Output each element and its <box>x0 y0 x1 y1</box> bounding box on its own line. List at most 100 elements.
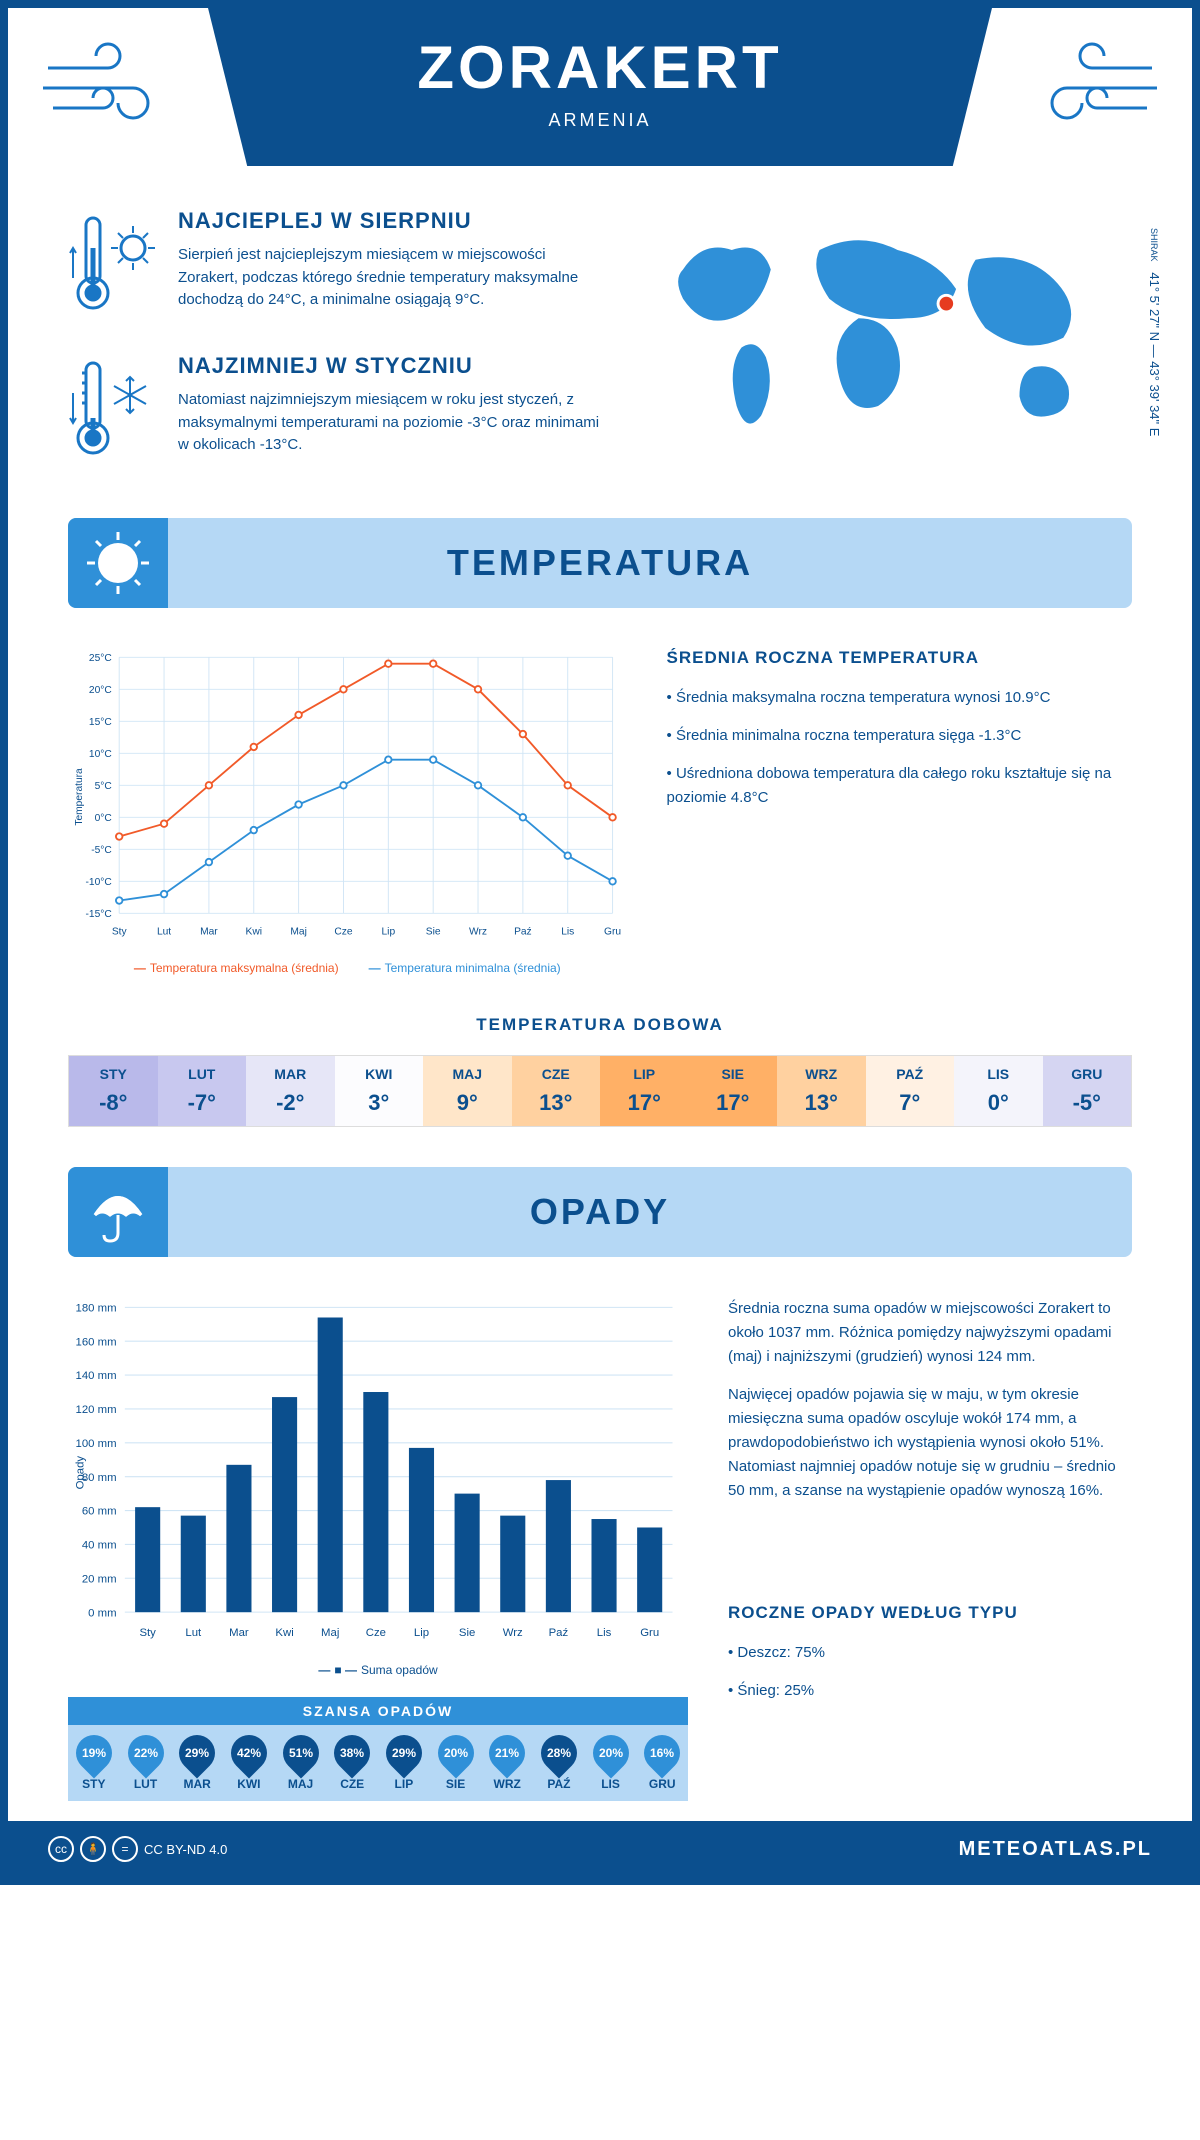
chance-cell: 16%GRU <box>636 1725 688 1801</box>
temperature-title: TEMPERATURA <box>168 542 1132 584</box>
daily-temp-cell: CZE13° <box>512 1056 601 1126</box>
wind-icon <box>992 8 1192 173</box>
daily-temp-cell: SIE17° <box>689 1056 778 1126</box>
svg-text:Lip: Lip <box>414 1627 429 1639</box>
daily-temp-cell: LIS0° <box>954 1056 1043 1126</box>
city-title: ZORAKERT <box>228 33 972 102</box>
svg-text:0 mm: 0 mm <box>88 1607 116 1619</box>
svg-text:Sie: Sie <box>426 927 441 938</box>
thermometer-hot-icon <box>68 208 158 323</box>
svg-text:Maj: Maj <box>290 927 306 938</box>
precip-type-1: • Deszcz: 75% <box>728 1641 1132 1665</box>
chance-cell: 20%LIS <box>585 1725 637 1801</box>
license-text: CC BY-ND 4.0 <box>144 1842 227 1857</box>
precip-section-header: OPADY <box>68 1167 1132 1257</box>
svg-text:25°C: 25°C <box>89 653 112 664</box>
chance-cell: 38%CZE <box>326 1725 378 1801</box>
svg-text:Paź: Paź <box>549 1627 569 1639</box>
coldest-text: Natomiast najzimniejszym miesiącem w rok… <box>178 389 604 457</box>
cc-icon: cc <box>48 1836 74 1862</box>
license-block: cc 🧍 = CC BY-ND 4.0 <box>48 1836 227 1862</box>
svg-text:Gru: Gru <box>640 1627 659 1639</box>
chance-table: 19%STY22%LUT29%MAR42%KWI51%MAJ38%CZE29%L… <box>68 1725 688 1801</box>
daily-temp-cell: PAŹ7° <box>866 1056 955 1126</box>
svg-text:0°C: 0°C <box>95 813 112 824</box>
chance-cell: 20%SIE <box>430 1725 482 1801</box>
precip-chart-legend: ■ Suma opadów <box>68 1663 688 1677</box>
chance-title: SZANSA OPADÓW <box>68 1697 688 1725</box>
svg-text:Opady: Opady <box>75 1456 87 1490</box>
site-name: METEOATLAS.PL <box>959 1838 1152 1861</box>
svg-text:Gru: Gru <box>604 927 621 938</box>
avg-temp-1: • Średnia maksymalna roczna temperatura … <box>667 686 1132 710</box>
svg-text:20°C: 20°C <box>89 685 112 696</box>
svg-text:Paź: Paź <box>514 927 532 938</box>
svg-text:Cze: Cze <box>366 1627 386 1639</box>
chance-cell: 22%LUT <box>120 1725 172 1801</box>
daily-temp-cell: MAJ9° <box>423 1056 512 1126</box>
chance-cell: 29%MAR <box>171 1725 223 1801</box>
thermometer-cold-icon <box>68 353 158 468</box>
svg-text:Mar: Mar <box>229 1627 249 1639</box>
precip-bar-chart: 0 mm20 mm40 mm60 mm80 mm100 mm120 mm140 … <box>68 1297 688 1648</box>
daily-temp-cell: STY-8° <box>69 1056 158 1126</box>
svg-text:40 mm: 40 mm <box>82 1539 117 1551</box>
svg-text:Lip: Lip <box>381 927 395 938</box>
umbrella-icon <box>68 1167 168 1257</box>
chance-cell: 19%STY <box>68 1725 120 1801</box>
svg-text:Kwi: Kwi <box>246 927 262 938</box>
chance-cell: 29%LIP <box>378 1725 430 1801</box>
svg-text:Lut: Lut <box>157 927 171 938</box>
svg-text:Sty: Sty <box>112 927 128 938</box>
daily-temp-cell: LIP17° <box>600 1056 689 1126</box>
svg-text:Sty: Sty <box>139 1627 156 1639</box>
precip-type-heading: ROCZNE OPADY WEDŁUG TYPU <box>728 1603 1132 1623</box>
hottest-heading: NAJCIEPLEJ W SIERPNIU <box>178 208 604 234</box>
svg-text:Wrz: Wrz <box>469 927 487 938</box>
chance-cell: 21%WRZ <box>481 1725 533 1801</box>
svg-text:Lut: Lut <box>185 1627 202 1639</box>
svg-text:Temperatura: Temperatura <box>74 768 85 826</box>
svg-text:60 mm: 60 mm <box>82 1506 117 1518</box>
daily-temp-table: STY-8°LUT-7°MAR-2°KWI3°MAJ9°CZE13°LIP17°… <box>68 1055 1132 1127</box>
avg-temp-heading: ŚREDNIA ROCZNA TEMPERATURA <box>667 648 1132 668</box>
hottest-block: NAJCIEPLEJ W SIERPNIU Sierpień jest najc… <box>68 208 604 323</box>
svg-text:160 mm: 160 mm <box>76 1336 117 1348</box>
header: ZORAKERT ARMENIA <box>8 8 1192 178</box>
svg-text:5°C: 5°C <box>95 781 112 792</box>
svg-text:-5°C: -5°C <box>91 845 112 856</box>
daily-temp-cell: KWI3° <box>335 1056 424 1126</box>
svg-text:Kwi: Kwi <box>275 1627 293 1639</box>
hottest-text: Sierpień jest najcieplejszym miesiącem w… <box>178 244 604 312</box>
coordinates: SHIRAK 41° 5' 27" N — 43° 39' 34" E <box>1147 228 1162 436</box>
temperature-line-chart: -15°C-10°C-5°C0°C5°C10°C15°C20°C25°CStyL… <box>68 648 627 946</box>
svg-text:180 mm: 180 mm <box>76 1302 117 1314</box>
daily-temp-cell: MAR-2° <box>246 1056 335 1126</box>
avg-temp-2: • Średnia minimalna roczna temperatura s… <box>667 724 1132 748</box>
svg-text:Maj: Maj <box>321 1627 339 1639</box>
coldest-block: NAJZIMNIEJ W STYCZNIU Natomiast najzimni… <box>68 353 604 468</box>
chance-cell: 42%KWI <box>223 1725 275 1801</box>
wind-icon <box>8 8 208 173</box>
chance-cell: 28%PAŹ <box>533 1725 585 1801</box>
avg-temp-3: • Uśredniona dobowa temperatura dla całe… <box>667 762 1132 810</box>
daily-temp-cell: GRU-5° <box>1043 1056 1132 1126</box>
daily-temp-cell: WRZ13° <box>777 1056 866 1126</box>
sun-icon <box>68 518 168 608</box>
svg-text:Cze: Cze <box>334 927 352 938</box>
precip-title: OPADY <box>168 1191 1132 1233</box>
coldest-heading: NAJZIMNIEJ W STYCZNIU <box>178 353 604 379</box>
temp-chart-legend: Temperatura maksymalna (średnia) Tempera… <box>68 961 627 975</box>
temperature-section-header: TEMPERATURA <box>68 518 1132 608</box>
daily-temp-cell: LUT-7° <box>158 1056 247 1126</box>
svg-text:-10°C: -10°C <box>86 877 112 888</box>
svg-text:Sie: Sie <box>459 1627 475 1639</box>
svg-text:Lis: Lis <box>561 927 574 938</box>
chance-cell: 51%MAJ <box>275 1725 327 1801</box>
svg-text:20 mm: 20 mm <box>82 1573 117 1585</box>
intro-section: NAJCIEPLEJ W SIERPNIU Sierpień jest najc… <box>8 178 1192 518</box>
nd-icon: = <box>112 1836 138 1862</box>
precip-text-1: Średnia roczna suma opadów w miejscowośc… <box>728 1297 1132 1369</box>
svg-text:140 mm: 140 mm <box>76 1370 117 1382</box>
svg-text:Lis: Lis <box>597 1627 612 1639</box>
